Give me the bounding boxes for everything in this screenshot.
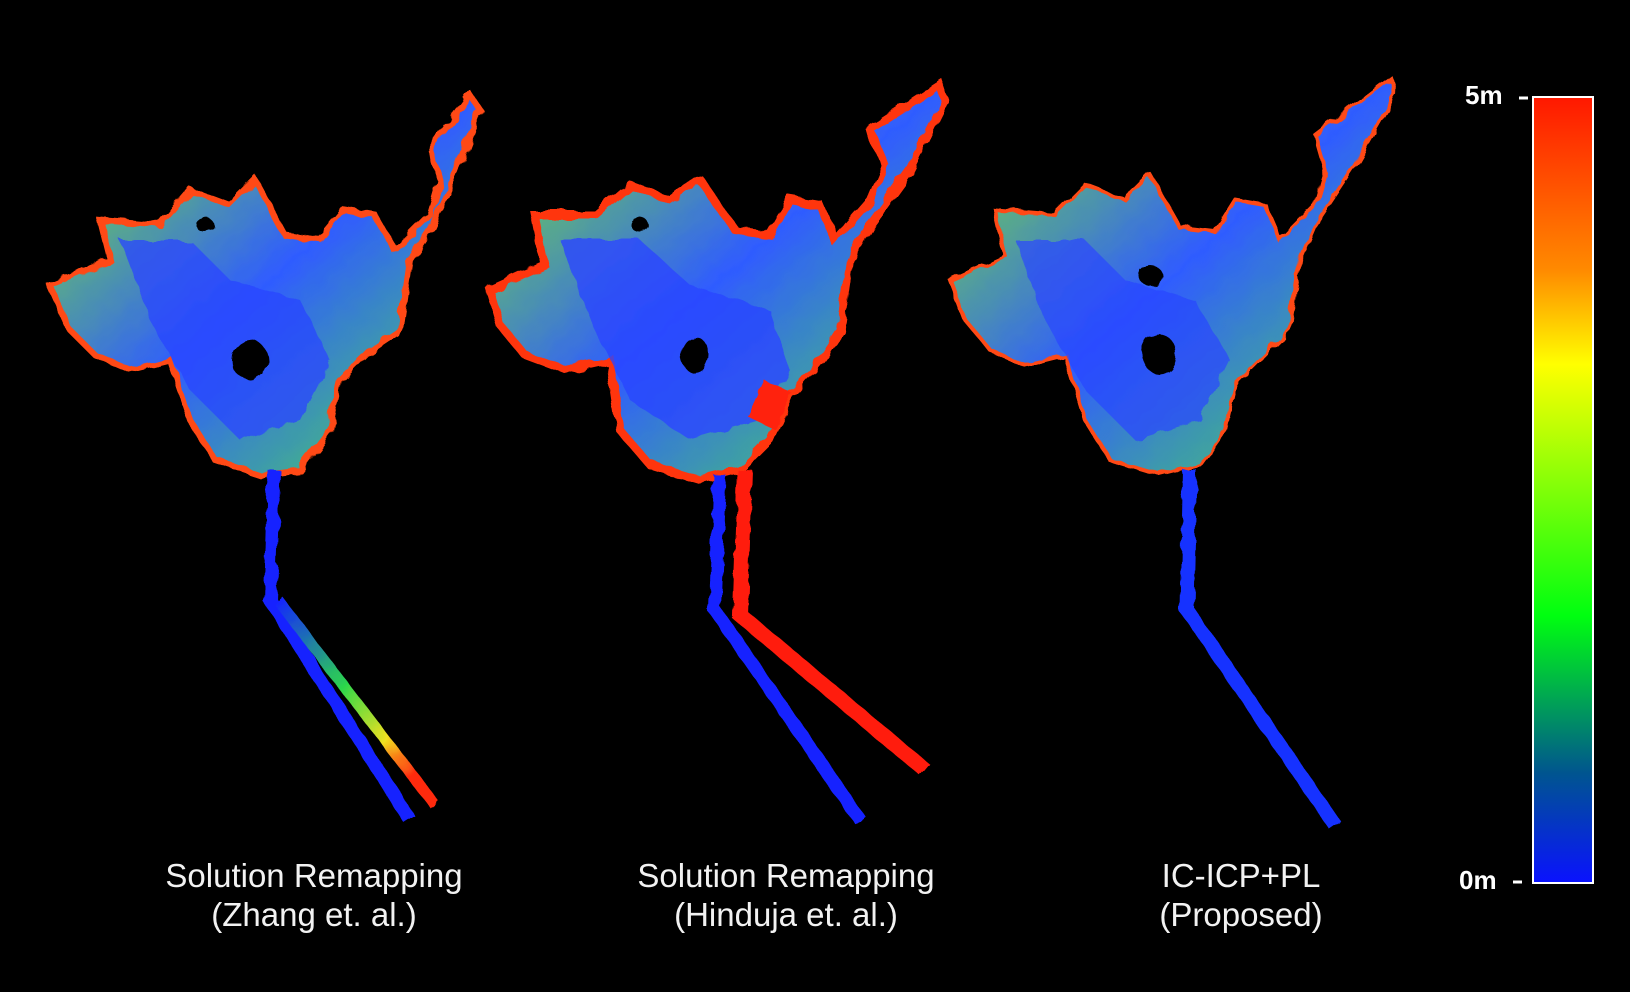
map-hinduja [485,78,950,824]
colorbar-gradient [1532,96,1594,884]
map-zhang [46,89,484,824]
caption-hinduja-line1: Solution Remapping [637,857,935,894]
caption-proposed-line2: (Proposed) [1159,896,1323,933]
caption-zhang-line1: Solution Remapping [165,857,463,894]
colorbar-max-label: 5m [1465,80,1503,110]
colorbar [1513,96,1594,884]
caption-hinduja: Solution Remapping (Hinduja et. al.) [576,856,996,934]
colorbar-min-label: 0m [1459,865,1497,895]
caption-proposed-line1: IC-ICP+PL [1161,857,1321,894]
map-proposed [947,74,1398,829]
caption-zhang-line2: (Zhang et. al.) [211,896,417,933]
caption-hinduja-line2: (Hinduja et. al.) [674,896,898,933]
caption-zhang: Solution Remapping (Zhang et. al.) [104,856,524,934]
caption-proposed: IC-ICP+PL (Proposed) [1031,856,1451,934]
